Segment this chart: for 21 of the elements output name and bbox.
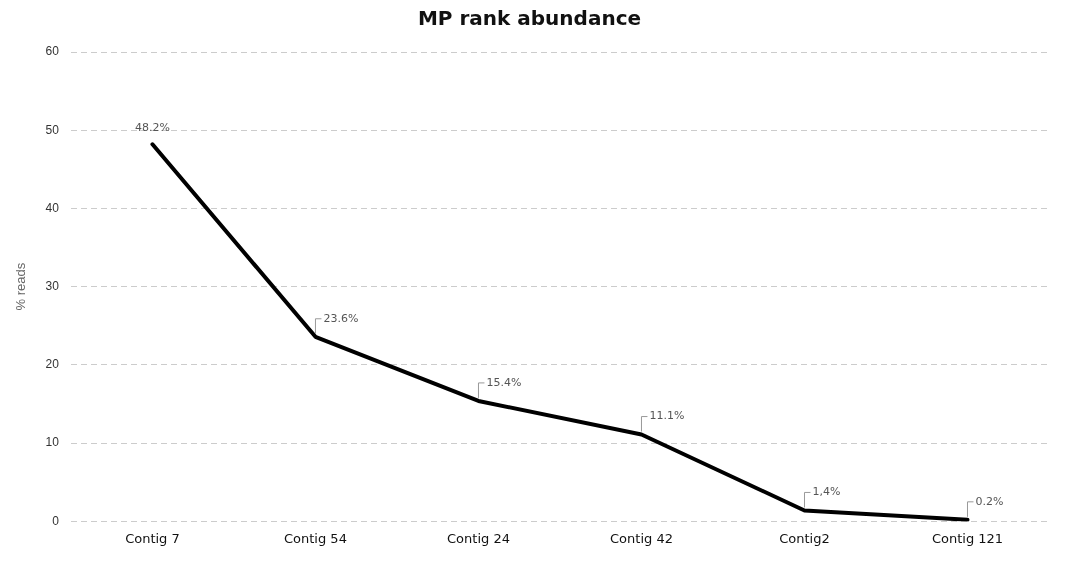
data-label: 11.1%: [649, 409, 685, 423]
data-label: 15.4%: [486, 375, 522, 389]
data-label: 1,4%: [812, 485, 841, 499]
x-tick-label: Contig 42: [610, 530, 673, 546]
y-tick-label: 0: [52, 513, 60, 528]
y-tick-label: 50: [45, 122, 60, 137]
y-tick-label: 40: [45, 200, 60, 215]
x-tick-label: Contig 7: [125, 530, 180, 546]
x-tick-label: Contig2: [779, 530, 830, 546]
y-axis-title: % reads: [13, 262, 29, 311]
chart-title: MP rank abundance: [417, 6, 642, 31]
x-tick-label: Contig 54: [284, 530, 347, 546]
data-label: 48.2%: [134, 121, 170, 135]
y-tick-label: 30: [45, 279, 60, 294]
data-label: 23.6%: [323, 311, 359, 325]
x-tick-label: Contig 24: [447, 530, 510, 546]
data-label: 0.2%: [975, 494, 1004, 508]
y-tick-label: 60: [45, 44, 60, 59]
x-tick-label: Contig 121: [931, 530, 1004, 546]
y-tick-label: 20: [45, 357, 60, 372]
y-tick-label: 10: [45, 435, 60, 450]
